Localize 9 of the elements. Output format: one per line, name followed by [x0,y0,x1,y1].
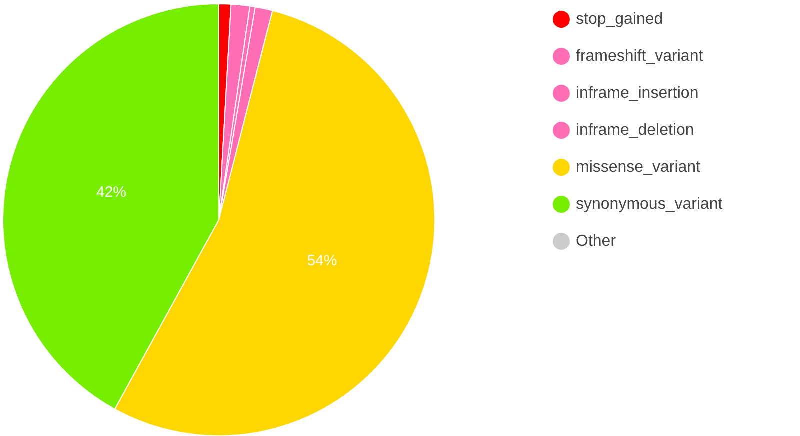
data-label: 42% [96,184,127,201]
legend-label: missense_variant [576,159,702,176]
legend-label: Other [576,233,617,250]
legend-label: stop_gained [576,11,664,28]
legend-label: frameshift_variant [576,48,704,65]
legend-label: inframe_insertion [576,85,699,102]
legend-label: synonymous_variant [576,196,724,213]
legend-label: inframe_deletion [576,122,694,139]
data-label: 54% [307,252,338,270]
